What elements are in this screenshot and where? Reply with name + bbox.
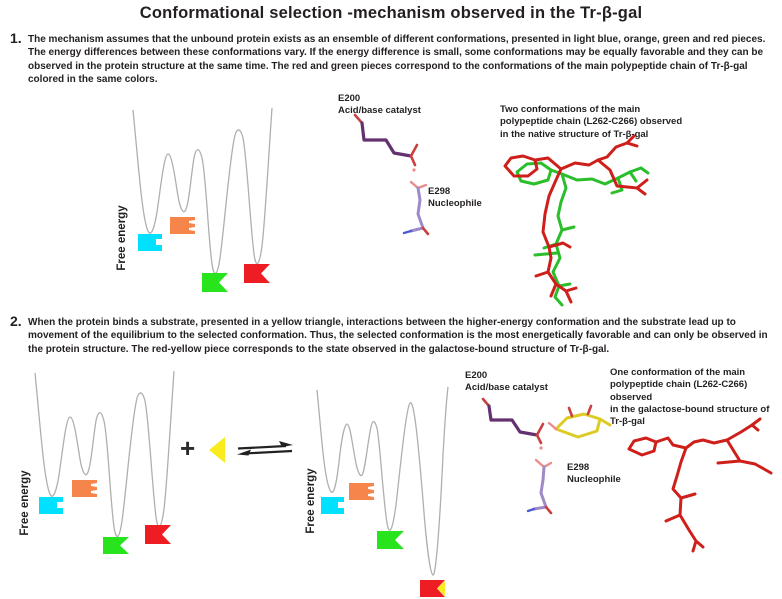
structure-red-bound [627, 417, 773, 553]
figure-title: Conformational selection -mechanism obse… [139, 4, 643, 22]
piece-cyan-1 [138, 234, 162, 251]
piece-red-yellow-3 [420, 580, 445, 597]
free-energy-axis-label-2: Free energy [19, 470, 31, 536]
caption-bound-structure: One conformation of the main polypeptide… [610, 367, 770, 428]
molecule-e200-e298-native [353, 113, 430, 236]
e200-label-native: E200 Acid/base catalyst [338, 93, 421, 117]
structure-red-green-native [503, 134, 650, 307]
e200-label-bound: E200 Acid/base catalyst [465, 370, 548, 394]
piece-orange-1 [170, 217, 195, 234]
piece-red-2 [145, 525, 171, 544]
e200-role: Acid/base catalyst [465, 381, 548, 393]
energy-landscape-curve-1 [132, 107, 273, 275]
e200-role: Acid/base catalyst [338, 104, 421, 116]
e200-name: E200 [465, 370, 488, 381]
e298-name: E298 [428, 186, 451, 197]
equilibrium-arrows-icon [237, 441, 293, 456]
piece-green-1 [202, 273, 228, 292]
section-2-paragraph: When the protein binds a substrate, pres… [28, 317, 768, 355]
e298-name: E298 [567, 462, 590, 473]
section-1-paragraph: The mechanism assumes that the unbound p… [28, 34, 766, 86]
piece-yellow-docked-3 [437, 581, 445, 596]
substrate-triangle-icon [209, 437, 225, 463]
energy-landscape-curve-3 [316, 386, 449, 576]
caption-native-structure: Two conformations of the main polypeptid… [500, 104, 683, 140]
e298-role: Nucleophile [428, 197, 482, 209]
piece-red-1 [244, 264, 270, 283]
section-1-number: 1. [10, 30, 22, 46]
piece-green-2 [103, 537, 129, 554]
molecule-e200-e298-bound [481, 397, 612, 515]
plus-sign: + [180, 433, 196, 463]
e298-label-native: E298 Nucleophile [428, 186, 482, 210]
e298-role: Nucleophile [567, 473, 621, 485]
e298-label-bound: E298 Nucleophile [567, 462, 621, 486]
piece-green-3 [377, 531, 404, 549]
e200-name: E200 [338, 93, 361, 104]
free-energy-axis-label-3: Free energy [305, 468, 317, 534]
section-2-number: 2. [10, 313, 22, 329]
piece-cyan-3 [321, 497, 344, 514]
piece-cyan-2 [39, 497, 63, 514]
free-energy-axis-label-1: Free energy [116, 205, 128, 271]
piece-orange-3 [349, 483, 374, 500]
piece-orange-2 [72, 480, 97, 497]
